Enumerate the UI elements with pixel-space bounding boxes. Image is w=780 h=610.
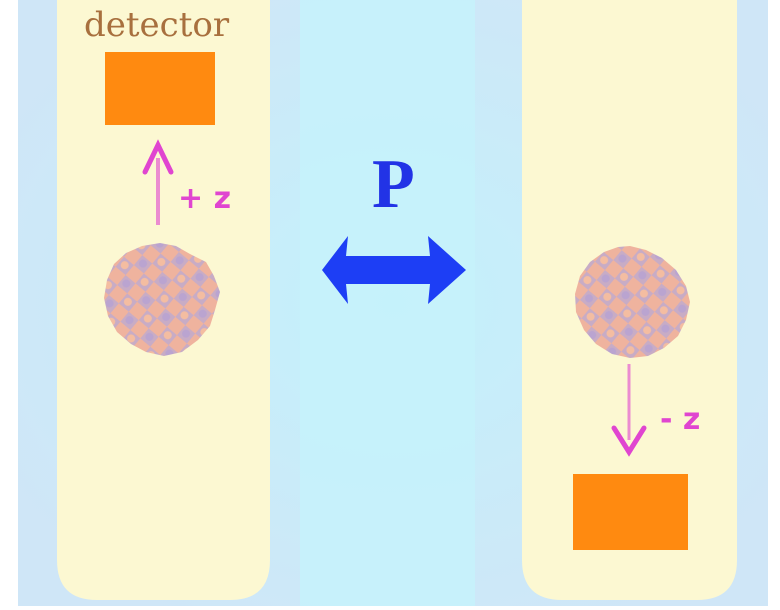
left-detector bbox=[105, 52, 215, 125]
center-band bbox=[300, 0, 475, 606]
right-arrow-down-icon bbox=[611, 364, 647, 457]
left-nucleus-icon bbox=[104, 243, 220, 356]
right-nucleus-icon bbox=[575, 246, 690, 358]
parity-double-arrow-icon bbox=[322, 236, 466, 304]
left-arrow-up-icon bbox=[142, 139, 174, 225]
plus-z-label: + z bbox=[178, 181, 232, 216]
right-detector bbox=[573, 474, 688, 550]
minus-z-label: - z bbox=[660, 402, 701, 437]
detector-label: detector bbox=[84, 5, 230, 45]
parity-label: P bbox=[372, 146, 415, 223]
